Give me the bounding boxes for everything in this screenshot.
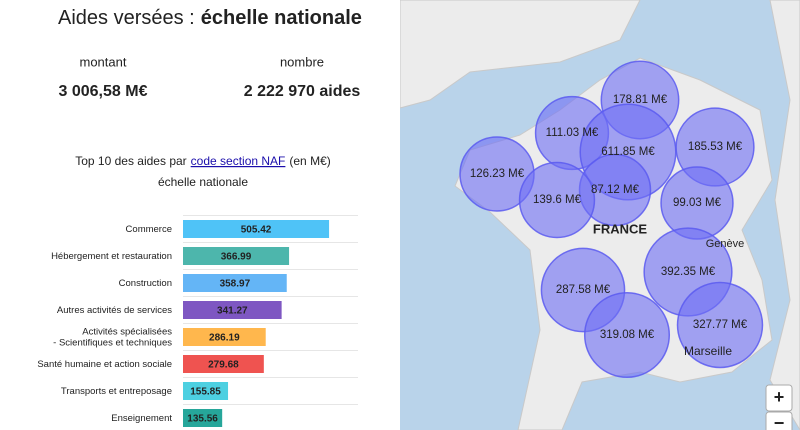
stat-value: 3 006,58 M€ (59, 83, 148, 100)
bubble (676, 281, 764, 369)
category-label: Santé humaine et action sociale (37, 359, 172, 370)
bar-value: 279.68 (208, 360, 239, 371)
category-label: Commerce (126, 224, 172, 235)
bubble-label: 139.6 M€ (533, 194, 582, 206)
title-bold: échelle nationale (201, 7, 362, 29)
bar (183, 328, 266, 346)
bubble (518, 161, 596, 239)
stat-label: nombre (280, 54, 324, 69)
page-title: Aides versées : échelle nationale (58, 7, 362, 29)
category-label-line: - Scientifiques et techniques (53, 337, 172, 348)
chart-title: Top 10 des aides par code section NAF (en … (75, 154, 330, 168)
category-label-line: Santé humaine et action sociale (37, 359, 172, 370)
stat-label: montant (80, 54, 127, 69)
category-label: Hébergement et restauration (51, 251, 172, 262)
land (769, 0, 800, 430)
bar (183, 409, 223, 427)
country-label: FRANCE (593, 221, 647, 236)
bar-value: 155.85 (190, 387, 221, 398)
bar (183, 355, 264, 373)
category-label: Activités spécialisées - Scientifiques et… (53, 326, 172, 348)
zoom-in-button[interactable] (765, 384, 793, 412)
bar (183, 220, 330, 238)
zoom-out[interactable]: − (774, 413, 785, 430)
category-label-line: Autres activités de services (57, 305, 172, 316)
naf-link[interactable]: code section NAF (191, 154, 286, 168)
bubble-label: 611.85 M€ (601, 146, 655, 158)
bar (183, 301, 282, 319)
category-label-line: Hébergement et restauration (51, 251, 172, 262)
zoom-in[interactable]: + (774, 387, 785, 407)
bubble-label: 99.03 M€ (673, 197, 722, 209)
bubble (583, 291, 671, 379)
category-label-line: Construction (119, 278, 172, 289)
bubble-label: 185.53 M€ (688, 141, 743, 153)
bubble-label: 319.08 M€ (600, 329, 655, 341)
place-label: Marseille (684, 344, 732, 358)
bubble-label: 287.58 M€ (556, 284, 611, 296)
bubble-label: 87.12 M€ (591, 184, 640, 196)
category-label-line: Activités spécialisées (82, 326, 172, 337)
bar (183, 247, 290, 265)
category-label-line: Transports et entreposage (61, 386, 172, 397)
category-label: Autres activités de services (57, 305, 172, 316)
category-label: Construction (119, 278, 172, 289)
category-label-line: Enseignement (111, 413, 172, 424)
bar (183, 274, 287, 292)
bar-value: 286.19 (209, 333, 240, 344)
bar-value: 505.42 (241, 225, 272, 236)
bubble-label: 392.35 M€ (661, 266, 716, 278)
chart-title-text: Top 10 des aides par (75, 154, 186, 168)
bar (183, 382, 229, 400)
stat-value: 2 222 970 aides (244, 83, 361, 100)
title-text: Aides versées : (58, 7, 195, 29)
bubble-label: 327.77 M€ (693, 319, 748, 331)
zoom-out-button[interactable] (765, 411, 793, 430)
bubble-label: 178.81 M€ (613, 94, 668, 106)
bar-value: 341.27 (217, 306, 248, 317)
bar-value: 135.56 (187, 414, 218, 425)
place-label: Genève (706, 238, 745, 250)
chart-title-text: (en M€) (289, 154, 330, 168)
chart-subtitle: échelle nationale (158, 175, 248, 189)
bar-value: 366.99 (221, 252, 252, 263)
bubble-label: 126.23 M€ (470, 168, 525, 180)
bar-value: 358.97 (220, 279, 251, 290)
bubble-label: 111.03 M€ (546, 127, 599, 139)
land (399, 0, 641, 109)
category-label-line: Commerce (126, 224, 172, 235)
category-label: Transports et entreposage (61, 386, 172, 397)
category-label: Enseignement (111, 413, 172, 424)
